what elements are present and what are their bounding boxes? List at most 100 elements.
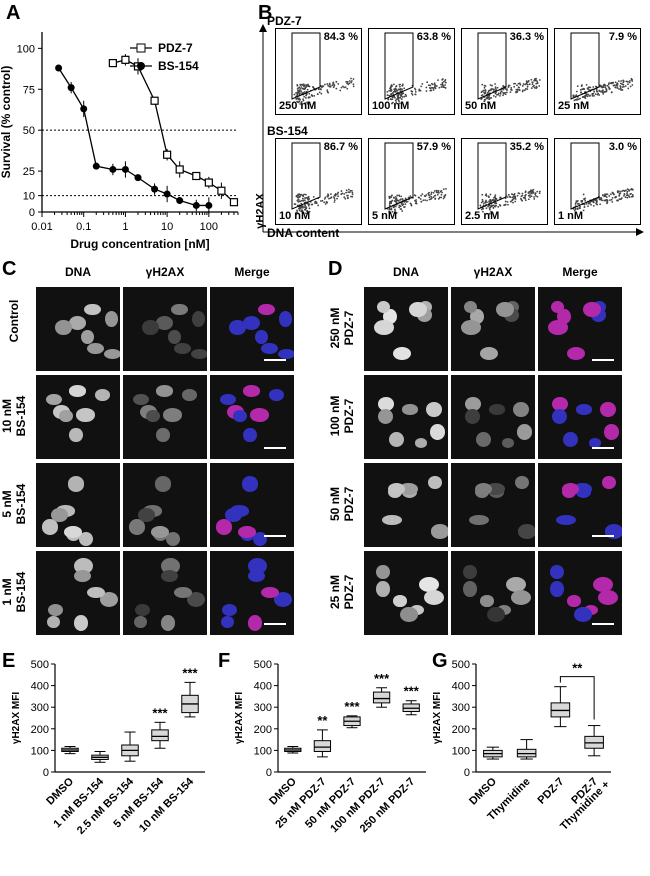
flow-dot xyxy=(582,87,585,90)
flow-dot xyxy=(345,80,348,83)
flow-dot xyxy=(394,208,396,211)
flow-dot xyxy=(391,210,394,213)
c-nucleus xyxy=(242,385,261,397)
flow-dot xyxy=(442,188,445,191)
c-nucleus xyxy=(249,408,270,422)
flow-dots xyxy=(384,142,447,214)
d-row-label-line: PDZ-7 xyxy=(342,574,356,610)
c-row-label-line: 10 nM xyxy=(0,399,14,434)
flow-dot xyxy=(616,87,619,89)
flow-dot xyxy=(296,209,298,212)
a-point-bs154 xyxy=(109,165,117,173)
flow-dot xyxy=(310,203,313,206)
flow-dot xyxy=(442,85,444,87)
flow-dot xyxy=(616,199,619,202)
flow-dot xyxy=(419,198,422,200)
flow-dot xyxy=(401,84,404,87)
flow-dot xyxy=(297,212,300,215)
flow-dot xyxy=(340,190,343,192)
flow-dot xyxy=(394,99,397,102)
flow-dot xyxy=(630,188,632,191)
flow-dot xyxy=(531,192,533,195)
flow-dot xyxy=(489,198,492,201)
c-nucleus xyxy=(248,615,263,631)
c-nucleus xyxy=(186,591,206,608)
flow-dot xyxy=(332,195,335,198)
flow-dot xyxy=(491,88,494,90)
flow-dot xyxy=(352,83,355,86)
flow-dot xyxy=(579,97,582,100)
d-nucleus xyxy=(382,515,403,526)
flow-dot xyxy=(432,191,435,194)
flow-dot xyxy=(581,84,583,86)
box-y-tick-label: 300 xyxy=(452,702,470,714)
flow-dot xyxy=(597,92,600,95)
flow-dot xyxy=(427,192,430,195)
flow-dot xyxy=(500,90,503,93)
a-x-tick-label: 1 xyxy=(122,221,128,233)
flow-dot xyxy=(335,193,337,196)
flow-gate-percent: 7.9 % xyxy=(608,31,637,43)
a-point-pdz7 xyxy=(229,198,239,207)
flow-dot xyxy=(305,94,307,97)
flow-dot xyxy=(539,79,541,81)
flow-dot xyxy=(414,87,416,90)
flow-dot xyxy=(423,195,426,197)
flow-dot xyxy=(300,91,303,93)
flow-dot xyxy=(305,210,308,213)
flow-dot xyxy=(590,203,592,206)
flow-dot xyxy=(347,188,350,191)
flow-dot xyxy=(524,196,526,199)
flow-dot xyxy=(394,205,397,208)
box-y-tick-label: 100 xyxy=(452,745,470,757)
flow-dot xyxy=(489,84,492,86)
flow-dot xyxy=(576,99,578,101)
flow-dot xyxy=(303,199,306,202)
flow-dot xyxy=(602,194,604,196)
flow-dot xyxy=(502,88,505,91)
c-nucleus xyxy=(68,385,87,397)
flow-dot xyxy=(426,199,428,202)
microscopy-panel-c: DNA γH2AX Merge Control 10 nM BS-154 5 nM BS-15… xyxy=(0,265,300,645)
flow-dot xyxy=(304,86,307,89)
flow-dot xyxy=(401,210,404,212)
flow-dot xyxy=(430,193,433,195)
flow-dot xyxy=(391,96,394,99)
c-nucleus xyxy=(268,389,284,401)
c-nucleus xyxy=(75,408,96,422)
flow-dot xyxy=(306,198,309,200)
flow-dot xyxy=(390,194,393,197)
flow-dot xyxy=(533,79,536,82)
flow-dot xyxy=(422,199,425,202)
flow-dot xyxy=(298,196,301,199)
flow-dot xyxy=(591,94,594,97)
flow-dot xyxy=(512,194,515,196)
flow-dot xyxy=(398,83,401,86)
flow-dot xyxy=(584,97,587,99)
flow-dot xyxy=(298,209,301,212)
flow-dot xyxy=(619,87,622,90)
d-image-merge xyxy=(538,551,622,635)
box-y-tick-label: 300 xyxy=(31,702,49,714)
flow-dot xyxy=(300,101,303,104)
flow-dot xyxy=(302,98,304,101)
flow-dot xyxy=(605,196,608,198)
flow-dot xyxy=(606,199,609,202)
flow-dot xyxy=(346,194,348,197)
flow-dot xyxy=(599,203,602,206)
box-y-tick-label: 200 xyxy=(31,724,49,736)
flow-dot xyxy=(404,93,407,96)
flow-dot xyxy=(301,207,304,209)
flow-dot xyxy=(584,197,587,200)
flow-dot xyxy=(324,203,327,205)
c-nucleus xyxy=(243,315,261,331)
flow-dot xyxy=(295,195,298,198)
flow-dot xyxy=(488,200,490,203)
flow-dot xyxy=(626,192,628,195)
c-nucleus xyxy=(135,604,150,617)
flow-dot xyxy=(434,87,437,89)
flow-dot xyxy=(396,194,399,197)
flow-dot xyxy=(574,203,577,205)
d-scale-bar xyxy=(592,447,614,449)
c-nucleus xyxy=(84,303,101,316)
